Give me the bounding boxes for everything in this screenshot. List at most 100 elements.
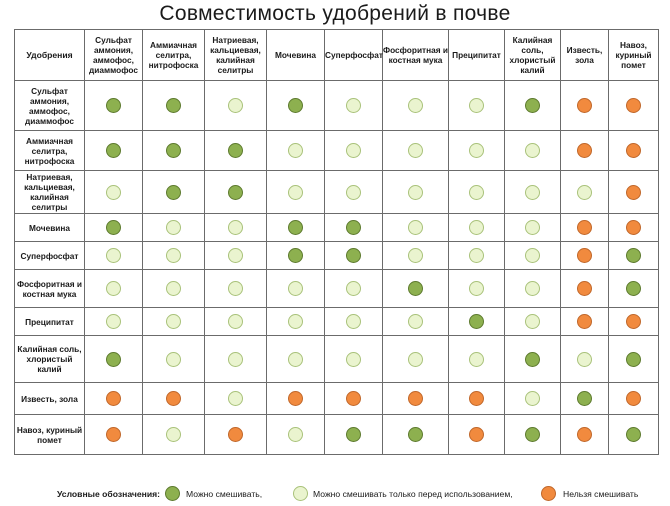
compatibility-cell [608,130,659,171]
table-row: Известь, зола [14,382,659,415]
compatible-dot [288,98,303,113]
conditional-dot [525,391,540,406]
compatibility-cell [204,241,267,270]
column-header: Суперфосфат [324,29,383,81]
incompatible-dot [626,314,641,329]
compatibility-cell [204,213,267,242]
compatibility-cell [608,80,659,131]
conditional-dot [469,351,484,367]
compatibility-cell [608,213,659,242]
compatibility-cell [560,382,609,415]
incompatible-dot [626,143,641,158]
table-row: Калийная соль, хлористый калий [14,335,659,383]
compatibility-cell [504,130,561,171]
conditional-dot [228,220,243,235]
row-header: Фосфоритная и костная мука [14,269,85,308]
column-header: Мочевина [266,29,325,81]
compatibility-cell [560,269,609,308]
conditional-dot [346,98,361,113]
compatible-dot [408,281,423,296]
compatible-dot [288,248,303,263]
conditional-dot [166,427,181,442]
compatibility-cell [204,170,267,214]
compatibility-cell [266,80,325,131]
compatibility-cell [448,80,505,131]
compatible-dot [106,143,121,158]
conditional-dot [288,281,303,296]
compatibility-cell [324,241,383,270]
compatibility-cell [448,307,505,336]
conditional-dot [166,351,181,367]
conditional-dot [346,314,361,329]
conditional-dot [228,248,243,263]
conditional-dot [525,314,540,329]
incompatible-dot [469,427,484,442]
compatibility-cell [142,414,205,455]
compatibility-cell [266,130,325,171]
compatibility-cell [204,414,267,455]
compatible-dot [346,427,361,442]
compatibility-cell [608,170,659,214]
conditional-dot [228,314,243,329]
compatibility-cell [142,170,205,214]
compatibility-cell [560,130,609,171]
conditional-dot [166,281,181,296]
compatibility-cell [560,335,609,383]
column-header: Навоз, куриный помет [608,29,659,81]
compatibility-cell [84,213,143,242]
incompatible-dot [577,281,592,296]
compatibility-cell [204,335,267,383]
incompatible-dot [577,248,592,263]
conditional-dot [346,351,361,367]
table-body: Сульфат аммония, аммофос, диаммофос Аммиа… [14,80,659,455]
conditional-dot [288,143,303,158]
compatibility-cell [504,414,561,455]
compatibility-cell [608,241,659,270]
compatible-dot [288,220,303,235]
legend-green-dot [165,486,180,501]
compatibility-cell [504,80,561,131]
compatibility-cell [504,307,561,336]
incompatible-dot [577,220,592,235]
compatible-dot [626,281,641,296]
compatibility-cell [324,414,383,455]
compatibility-cell [266,382,325,415]
compatibility-cell [266,170,325,214]
compatible-dot [626,248,641,263]
compatibility-cell [560,414,609,455]
legend-green-text: Можно смешивать, [186,489,263,499]
column-header: Натриевая, кальциевая, калийная селитры [204,29,267,81]
compatibility-cell [608,382,659,415]
compatibility-table: Удобрения Сульфат аммония, аммофос, диам… [14,29,659,455]
compatibility-cell [608,307,659,336]
compatibility-cell [266,269,325,308]
conditional-dot [408,351,423,367]
incompatible-dot [626,220,641,235]
row-header: Известь, зола [14,382,85,415]
legend-label: Условные обозначения: [57,489,160,499]
conditional-dot [525,184,540,200]
incompatible-dot [626,391,641,406]
row-header: Натриевая, кальциевая, калийная селитры [14,170,85,214]
compatibility-cell [84,241,143,270]
conditional-dot [469,281,484,296]
compatibility-cell [142,269,205,308]
compatible-dot [408,427,423,442]
conditional-dot [577,184,592,200]
compatibility-cell [204,307,267,336]
header-row: Удобрения Сульфат аммония, аммофос, диам… [14,29,659,81]
compatibility-cell [608,335,659,383]
compatibility-cell [142,307,205,336]
compatibility-cell [382,269,449,308]
page-title: Совместимость удобрений в почве [159,2,511,25]
compatibility-cell [448,414,505,455]
conditional-dot [469,184,484,200]
conditional-dot [346,281,361,296]
compatibility-cell [560,241,609,270]
incompatible-dot [577,98,592,113]
compatibility-cell [142,80,205,131]
conditional-dot [408,98,423,113]
compatible-dot [166,143,181,158]
compatibility-cell [266,414,325,455]
conditional-dot [106,184,121,200]
